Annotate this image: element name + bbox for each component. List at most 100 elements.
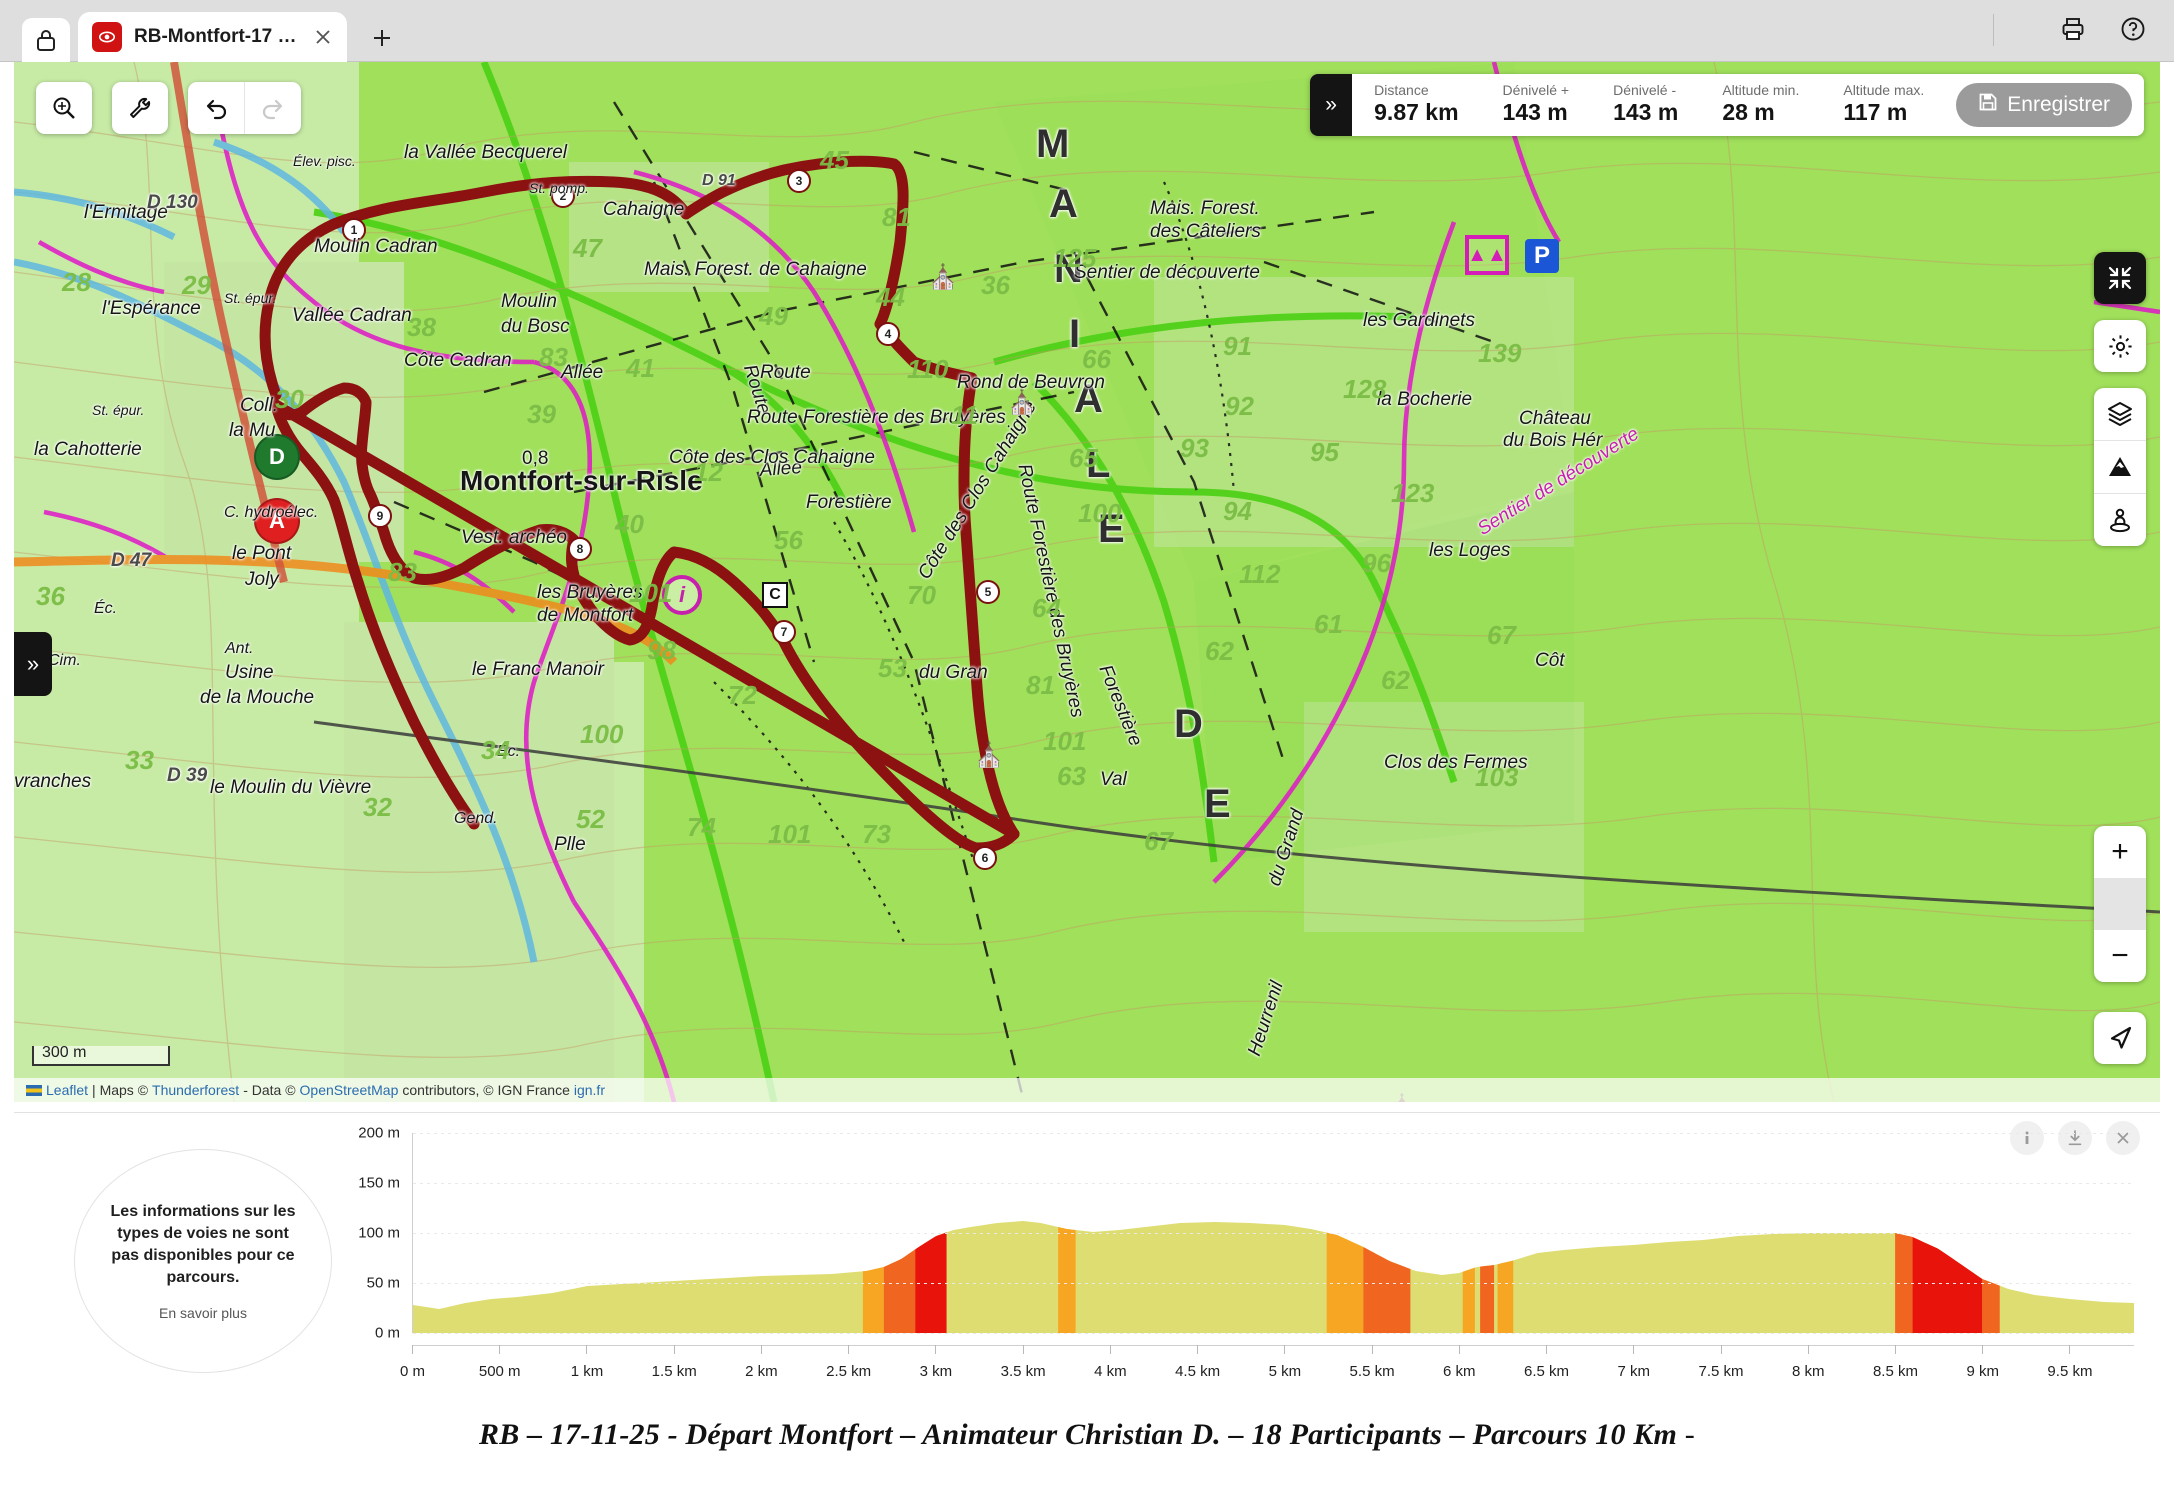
tick-label: 2.5 km [826,1363,872,1380]
chart-x-tick: 2 km [745,1345,778,1380]
map-label: de Montfort [537,605,634,626]
map-label: le Moulin du Vièvre [210,777,372,798]
map-parcel-number: 101 [1043,726,1087,756]
map-label: le Franc Manoir [472,659,604,680]
lock-icon[interactable] [22,18,70,62]
tick-label: 1.5 km [651,1363,697,1380]
map-container[interactable]: M A N I A L E D E Route Forestière des B… [14,62,2160,1102]
caption-main: RB – 17-11-25 - Départ Montfort – Animat… [479,1418,1678,1451]
map-parcel-number: 65 [1069,443,1098,473]
tick-label: 7.5 km [1698,1363,1744,1380]
map-label: vranches [14,771,92,792]
route-waypoint[interactable]: 2 [551,184,575,208]
attrib-text: contributors, © IGN France [402,1082,570,1098]
start-marker[interactable]: D [254,434,300,480]
download-icon[interactable] [2058,1121,2092,1155]
street-view-pin-icon[interactable] [2094,494,2146,546]
map-label: C. hydroélec. [224,504,319,521]
wrench-icon[interactable] [112,82,168,134]
profile-toolbar [2010,1121,2140,1155]
stat-value: 9.87 km [1374,99,1459,126]
tick-label: 4 km [1094,1363,1127,1380]
tick-label: 5.5 km [1349,1363,1395,1380]
end-marker[interactable]: A [254,498,300,544]
ign-link[interactable]: ign.fr [573,1082,605,1098]
tick-mark [1982,1345,1984,1354]
stat-label: Dénivelé - [1613,82,1677,99]
openstreetmap-link[interactable]: OpenStreetMap [299,1082,399,1098]
open-field-area [14,62,359,1102]
mountain-icon[interactable] [2094,441,2146,493]
new-tab-button[interactable] [365,21,399,55]
stats-collapse-button[interactable]: » [1310,74,1353,136]
map-label: St. pomp. [529,180,589,196]
map-canvas[interactable]: M A N I A L E D E Route Forestière des B… [14,62,2160,1102]
map-label: le Pont [232,543,292,564]
close-icon[interactable] [311,25,335,49]
route-waypoint[interactable]: 4 [876,322,900,346]
chart-x-tick: 9 km [1966,1345,1999,1380]
help-circle-icon[interactable] [2116,12,2150,46]
map-parcel-number: 64 [1032,593,1061,623]
map-label: Cim. [48,652,81,669]
zoom-in-button[interactable]: + [2094,826,2146,878]
map-parcel-number: 39 [527,399,556,429]
tick-label: 3 km [919,1363,953,1380]
forest-name-letter: A [1049,182,1080,226]
elevation-chart[interactable]: 0 m 50 m 100 m 150 m 200 m 0 m 500 m 1 km 1.5 k… [344,1125,2134,1383]
tick-label: 7 km [1617,1363,1651,1380]
map-parcel-number: 73 [862,819,891,849]
map-parcel-number: 91 [1223,331,1252,361]
scale-bar-line [32,1046,170,1066]
forest-name-letter: M [1036,122,1072,166]
collapse-arrows-icon[interactable] [2094,252,2146,304]
map-parcel-number: 74 [687,812,716,842]
map-label: Route [760,362,811,383]
route-waypoint[interactable]: 6 [973,846,997,870]
printer-icon[interactable] [2056,12,2090,46]
chart-plot-area[interactable] [412,1133,2134,1334]
tick-mark [935,1345,937,1354]
gear-icon[interactable] [2094,320,2146,372]
map-label: la Bocherie [1377,389,1473,410]
tick-mark [1807,1345,1809,1354]
tick-mark [1633,1345,1635,1354]
left-panel-expand-button[interactable]: » [14,632,52,696]
route-waypoint[interactable]: 5 [976,580,1000,604]
navigate-arrow-icon[interactable] [2094,1012,2146,1064]
map-history-tools[interactable] [188,82,301,134]
elevation-slope-segment [1497,1260,1514,1333]
map-parcel-number: 33 [125,745,154,775]
leaflet-link[interactable]: Leaflet [46,1082,89,1098]
map-parcel-number: 101 [768,819,812,849]
map-label: la Vallée Becquerel [404,142,568,163]
layers-icon[interactable] [2094,388,2146,440]
stat-value: 117 m [1843,99,1908,126]
tick-label: 8 km [1791,1363,1825,1380]
route-waypoint[interactable]: 9 [368,504,392,528]
undo-icon[interactable] [188,82,244,134]
profile-notice-link[interactable]: En savoir plus [159,1305,247,1322]
map-search-tool[interactable] [36,82,92,134]
redo-icon[interactable] [245,82,301,134]
route-stats-bar: » Distance 9.87 km Dénivelé + 143 m Déni… [1310,74,2144,136]
map-label: Côte Cadran [404,350,512,371]
map-label: Gend. [454,810,498,827]
browser-tab[interactable]: RB-Montfort-17 n... [78,12,347,62]
zoom-out-button[interactable]: − [2094,930,2146,982]
map-edit-tool[interactable] [112,82,168,134]
search-zoom-icon[interactable] [36,82,92,134]
thunderforest-link[interactable]: Thunderforest [152,1082,240,1098]
profile-notice-text: Les informations sur les types de voies … [110,1202,296,1287]
info-icon[interactable] [2010,1121,2044,1155]
close-icon[interactable] [2106,1121,2140,1155]
map-parcel-number: 112 [1239,559,1281,589]
stat-label: Altitude max. [1843,82,1925,99]
save-button[interactable]: Enregistrer [1956,83,2132,127]
route-waypoint[interactable]: 3 [787,169,811,193]
route-waypoint[interactable]: 8 [568,537,592,561]
route-waypoint[interactable]: 7 [772,620,796,644]
route-waypoint[interactable]: 1 [342,218,366,242]
tick-label: 0 m [399,1363,426,1380]
map-label: Moulin [501,291,557,312]
